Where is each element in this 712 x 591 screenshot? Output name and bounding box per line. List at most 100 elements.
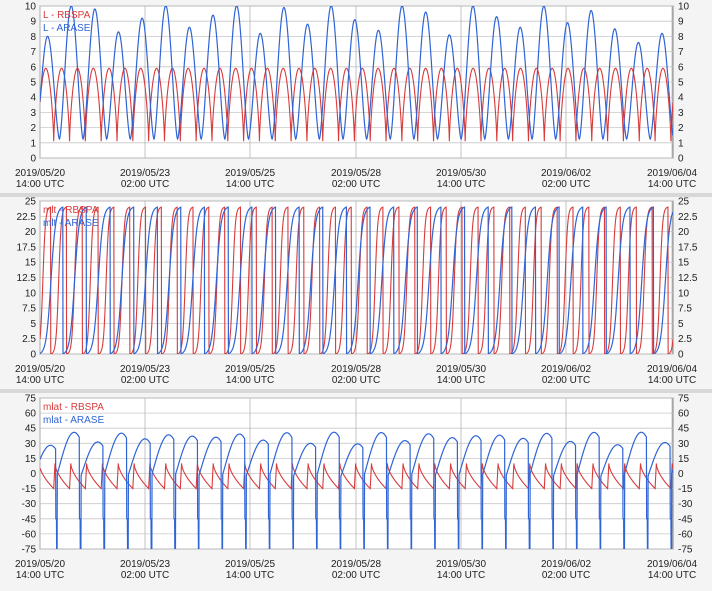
x-tick-label-date: 2019/05/28 xyxy=(331,168,381,179)
y-tick-label-right: 15 xyxy=(678,258,690,269)
series-line-arase xyxy=(40,6,673,141)
x-tick-label-date: 2019/06/04 xyxy=(647,364,697,375)
y-tick-label-right: 6 xyxy=(678,62,684,73)
legend-entry-rbspa: mlt - RBSPA xyxy=(43,205,99,216)
y-tick-label-left: 1 xyxy=(30,138,36,149)
panel-separator xyxy=(0,193,712,197)
x-tick-label-date: 2019/05/23 xyxy=(120,364,170,375)
x-tick-label-time: 02:00 UTC xyxy=(121,179,169,190)
y-tick-label-left: 4 xyxy=(30,93,36,104)
y-tick-label-right: 10 xyxy=(678,288,690,299)
x-tick-label-date: 2019/05/23 xyxy=(120,168,170,179)
y-tick-label-left: 7 xyxy=(30,47,36,58)
y-tick-label-left: -45 xyxy=(22,514,37,525)
y-tick-label-right: 22.5 xyxy=(678,212,698,223)
series-line-arase xyxy=(40,206,673,354)
y-tick-label-right: 0 xyxy=(678,350,684,361)
x-tick-label-date: 2019/06/02 xyxy=(541,168,591,179)
x-tick-label-time: 14:00 UTC xyxy=(226,570,274,581)
y-tick-label-right: 2.5 xyxy=(678,334,692,345)
y-tick-label-left: 3 xyxy=(30,108,36,119)
y-tick-label-left: 5 xyxy=(30,319,36,330)
legend-entry-arase: mlt - ARASE xyxy=(43,218,99,229)
x-tick-label-time: 02:00 UTC xyxy=(332,179,380,190)
x-tick-label-time: 14:00 UTC xyxy=(648,179,696,190)
y-tick-label-left: 2 xyxy=(30,123,36,134)
x-tick-label-time: 14:00 UTC xyxy=(437,375,485,386)
x-tick-label-date: 2019/05/28 xyxy=(331,364,381,375)
y-tick-label-left: 20 xyxy=(25,227,37,238)
legend-entry-rbspa: L - RBSPA xyxy=(43,10,91,21)
legend-entry-arase: L - ARASE xyxy=(43,23,91,34)
y-tick-label-left: -75 xyxy=(22,545,37,556)
y-tick-label-right: 7.5 xyxy=(678,304,692,315)
y-tick-label-left: 22.5 xyxy=(17,212,37,223)
x-tick-label-date: 2019/06/04 xyxy=(647,559,697,570)
x-tick-label-time: 14:00 UTC xyxy=(226,375,274,386)
y-tick-label-right: 0 xyxy=(678,469,684,480)
y-tick-label-right: -75 xyxy=(678,545,693,556)
x-tick-label-time: 14:00 UTC xyxy=(437,179,485,190)
x-tick-label-date: 2019/06/04 xyxy=(647,168,697,179)
y-tick-label-left: 25 xyxy=(25,197,37,208)
x-tick-label-time: 14:00 UTC xyxy=(16,570,64,581)
y-tick-label-right: 7 xyxy=(678,47,684,58)
x-tick-label-date: 2019/05/25 xyxy=(225,168,275,179)
y-tick-label-left: 0 xyxy=(30,154,36,165)
y-tick-label-left: 6 xyxy=(30,62,36,73)
legend-entry-rbspa: mlat - RBSPA xyxy=(43,402,104,413)
x-tick-label-time: 02:00 UTC xyxy=(332,570,380,581)
x-tick-label-time: 02:00 UTC xyxy=(542,570,590,581)
x-tick-label-time: 14:00 UTC xyxy=(648,570,696,581)
y-tick-label-left: 9 xyxy=(30,17,36,28)
y-tick-label-right: 17.5 xyxy=(678,242,698,253)
y-tick-label-left: 10 xyxy=(25,288,37,299)
y-tick-label-left: 10 xyxy=(25,2,37,13)
chart-panel-2: 0 0 2.5 2.5 5 5 7.5 7.5 10 10 12.5 12.5 15 15 17.5 17.5… xyxy=(15,197,698,387)
y-tick-label-right: 2 xyxy=(678,123,684,134)
y-tick-label-left: 5 xyxy=(30,78,36,89)
x-tick-label-time: 02:00 UTC xyxy=(332,375,380,386)
y-tick-label-right: 3 xyxy=(678,108,684,119)
y-tick-label-right: 60 xyxy=(678,409,690,420)
series-line-rbspa xyxy=(40,67,673,142)
x-tick-label-date: 2019/06/02 xyxy=(541,364,591,375)
x-tick-label-time: 02:00 UTC xyxy=(121,570,169,581)
y-tick-label-left: 15 xyxy=(25,258,37,269)
x-tick-label-time: 14:00 UTC xyxy=(226,179,274,190)
y-tick-label-left: 30 xyxy=(25,439,37,450)
x-tick-label-time: 02:00 UTC xyxy=(542,179,590,190)
chart-panel-1: 0 01 12 23 34 45 56 67 78 89 910 102019/05/2014:00 … xyxy=(15,2,697,191)
chart-panel-3: -75 -75 -60 -60 -45 -45 -30 -30 -15 -15 0 0 15 15 30 30… xyxy=(15,394,697,582)
series-line-rbspa xyxy=(40,206,673,354)
x-tick-label-date: 2019/05/30 xyxy=(436,364,486,375)
y-tick-label-left: 17.5 xyxy=(17,242,37,253)
series-line-arase xyxy=(40,431,673,549)
y-tick-label-left: 75 xyxy=(25,394,37,405)
y-tick-label-left: 0 xyxy=(30,350,36,361)
x-tick-label-date: 2019/05/28 xyxy=(331,559,381,570)
x-tick-label-time: 02:00 UTC xyxy=(121,375,169,386)
y-tick-label-right: 8 xyxy=(678,32,684,43)
x-tick-label-date: 2019/06/02 xyxy=(541,559,591,570)
y-tick-label-left: 15 xyxy=(25,454,37,465)
y-tick-label-left: 60 xyxy=(25,409,37,420)
y-tick-label-left: 12.5 xyxy=(17,273,37,284)
x-tick-label-date: 2019/05/20 xyxy=(15,559,65,570)
y-tick-label-left: -15 xyxy=(22,484,37,495)
y-tick-label-right: 25 xyxy=(678,197,690,208)
x-tick-label-date: 2019/05/23 xyxy=(120,559,170,570)
x-tick-label-time: 14:00 UTC xyxy=(16,375,64,386)
x-tick-label-date: 2019/05/25 xyxy=(225,559,275,570)
y-tick-label-right: -15 xyxy=(678,484,693,495)
y-tick-label-right: 5 xyxy=(678,78,684,89)
y-tick-label-left: -60 xyxy=(22,529,37,540)
y-tick-label-right: 4 xyxy=(678,93,684,104)
x-tick-label-time: 14:00 UTC xyxy=(648,375,696,386)
x-tick-label-date: 2019/05/30 xyxy=(436,559,486,570)
y-tick-label-right: -45 xyxy=(678,514,693,525)
y-tick-label-left: 45 xyxy=(25,424,37,435)
x-tick-label-date: 2019/05/30 xyxy=(436,168,486,179)
